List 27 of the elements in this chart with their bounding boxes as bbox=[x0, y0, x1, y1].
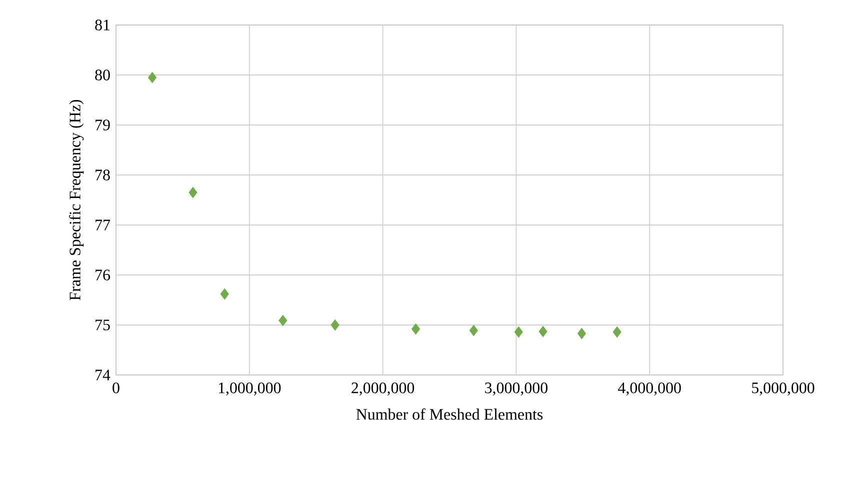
point bbox=[330, 319, 340, 331]
x-tick-label: 5,000,000 bbox=[752, 382, 814, 396]
x-axis-title: Number of Meshed Elements bbox=[356, 408, 543, 420]
point bbox=[612, 326, 622, 338]
x-tick-label: 3,000,000 bbox=[485, 382, 548, 396]
point bbox=[514, 326, 523, 338]
y-tick-label: 75 bbox=[96, 320, 110, 330]
point bbox=[469, 324, 478, 336]
y-tick-label: 78 bbox=[96, 170, 110, 180]
y-tick-label: 74 bbox=[96, 370, 110, 380]
x-tick-label: 4,000,000 bbox=[618, 382, 681, 396]
point bbox=[411, 323, 420, 335]
y-axis-title: Frame Specific Frequency (Hz) bbox=[69, 100, 84, 300]
x-tick-label: 0 bbox=[112, 382, 120, 394]
y-tick-label: 77 bbox=[96, 220, 110, 230]
y-tick-label: 80 bbox=[95, 70, 110, 80]
x-tick-label: 1,000,000 bbox=[218, 382, 281, 396]
point bbox=[220, 288, 229, 300]
x-tick-label: 2,000,000 bbox=[352, 382, 414, 396]
y-tick-label: 79 bbox=[96, 120, 110, 130]
point bbox=[188, 186, 198, 198]
y-tick-label: 76 bbox=[96, 270, 110, 280]
point bbox=[278, 314, 288, 326]
point bbox=[148, 72, 157, 84]
point bbox=[538, 326, 548, 338]
point bbox=[577, 328, 586, 340]
y-tick-label: 81 bbox=[95, 20, 110, 30]
